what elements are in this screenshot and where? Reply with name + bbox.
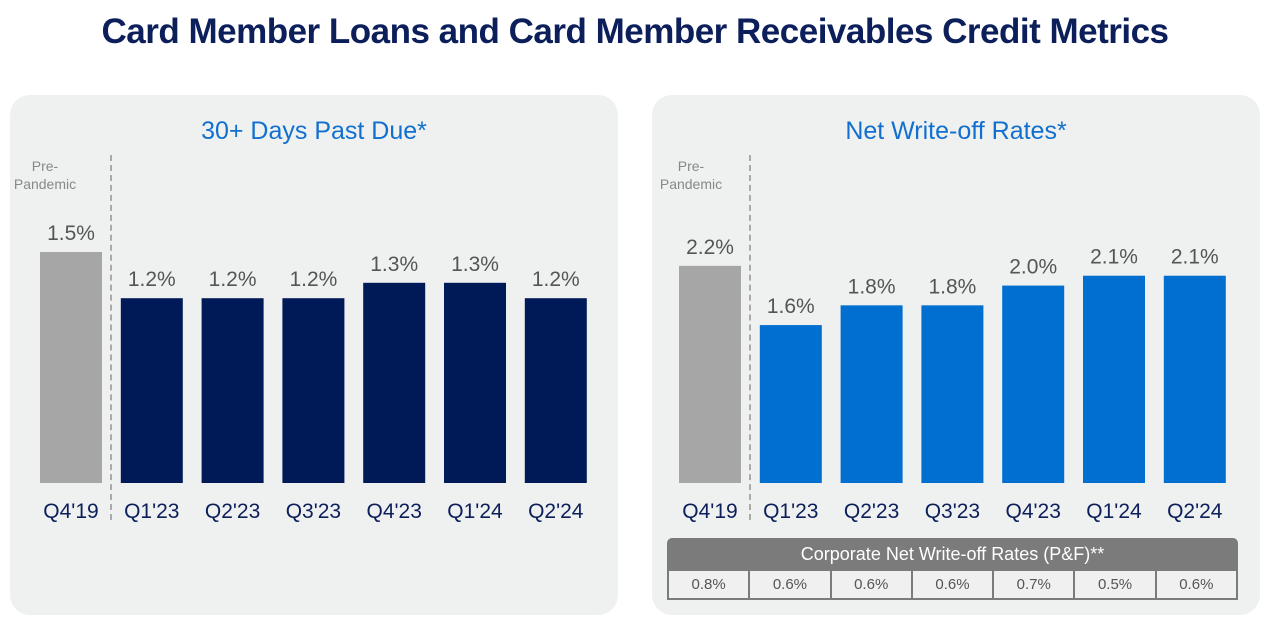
past-due-chart: 1.5% Q4'19 1.2% Q1'23 1.2% Q2'23 1.2% Q3'23 1.3%… — [40, 222, 587, 523]
corporate-write-off-table: Corporate Net Write-off Rates (P&F)** 0.… — [667, 538, 1238, 600]
chart-title: 30+ Days Past Due* — [201, 117, 427, 145]
data-label: 1.3% — [451, 253, 499, 276]
divider — [749, 155, 751, 520]
bar-Q4'19 — [40, 252, 102, 483]
table-cell: 0.8% — [691, 576, 726, 593]
bar-Q2'24 — [1163, 275, 1226, 483]
data-label: 1.5% — [47, 222, 95, 245]
table-cell: 0.6% — [748, 571, 829, 598]
table-cell: 0.6% — [1154, 571, 1236, 598]
bar-Q2'24 — [524, 298, 587, 483]
divider — [110, 155, 112, 520]
x-tick-label: Q2'24 — [1167, 500, 1223, 523]
data-label: 1.8% — [848, 275, 896, 298]
data-label: 1.3% — [370, 253, 418, 276]
bar-Q3'23 — [282, 298, 345, 483]
bar-Q1'24 — [1083, 275, 1145, 483]
x-tick-label: Q1'24 — [447, 500, 503, 523]
x-tick-label: Q1'24 — [1086, 500, 1142, 523]
x-tick-label: Q4'19 — [43, 500, 98, 523]
table-cell: 0.7% — [992, 571, 1073, 598]
table-cell: 0.5% — [1073, 571, 1154, 598]
data-label: 1.2% — [289, 268, 337, 291]
table-cell: 0.6% — [829, 571, 911, 598]
x-tick-label: Q4'23 — [1006, 500, 1061, 523]
pre-pandemic-label: Pre- Pandemic — [659, 158, 723, 192]
data-label: 2.2% — [686, 236, 734, 259]
data-label: 2.1% — [1171, 246, 1219, 269]
data-label: 1.2% — [532, 268, 580, 291]
x-tick-label: Q4'23 — [367, 500, 422, 523]
data-label: 1.2% — [209, 268, 257, 291]
x-tick-label: Q2'23 — [844, 500, 899, 523]
data-label: 2.1% — [1090, 246, 1138, 269]
x-tick-label: Q2'24 — [528, 500, 584, 523]
chart-title: Net Write-off Rates* — [845, 117, 1067, 145]
x-tick-label: Q2'23 — [205, 500, 260, 523]
data-label: 1.2% — [128, 268, 176, 291]
write-off-chart: 2.2% Q4'19 1.6% Q1'23 1.8% Q2'23 1.8% Q3'23 2.0%… — [679, 236, 1226, 523]
bar-Q4'23 — [1002, 285, 1065, 483]
bar-Q4'23 — [363, 282, 426, 483]
bar-Q3'23 — [921, 305, 984, 483]
bar-Q2'23 — [201, 298, 264, 483]
corporate-table-header: Corporate Net Write-off Rates (P&F)** — [667, 538, 1238, 571]
x-tick-label: Q3'23 — [286, 500, 341, 523]
bar-Q4'19 — [679, 265, 741, 483]
x-tick-label: Q4'19 — [682, 500, 737, 523]
data-label: 1.6% — [767, 295, 815, 318]
x-tick-label: Q3'23 — [925, 500, 980, 523]
page-title: Card Member Loans and Card Member Receiv… — [101, 12, 1169, 51]
pre-pandemic-label: Pre- Pandemic — [13, 158, 77, 192]
data-label: 2.0% — [1009, 256, 1057, 279]
bar-Q1'24 — [444, 282, 506, 483]
past-due-panel: 30+ Days Past Due* Pre- Pandemic 1.5% Q4'… — [10, 95, 618, 615]
x-tick-label: Q1'23 — [763, 500, 818, 523]
x-tick-label: Q1'23 — [124, 500, 179, 523]
bar-Q1'23 — [759, 325, 822, 483]
bar-Q1'23 — [120, 298, 183, 483]
corporate-table-row: 0.8% 0.6% 0.6% 0.6% 0.7% 0.5% 0.6% — [667, 571, 1238, 600]
write-off-panel: Net Write-off Rates* Pre- Pandemic 2.2% Q… — [652, 95, 1260, 615]
table-cell: 0.6% — [910, 571, 992, 598]
data-label: 1.8% — [928, 275, 976, 298]
bar-Q2'23 — [840, 305, 903, 483]
